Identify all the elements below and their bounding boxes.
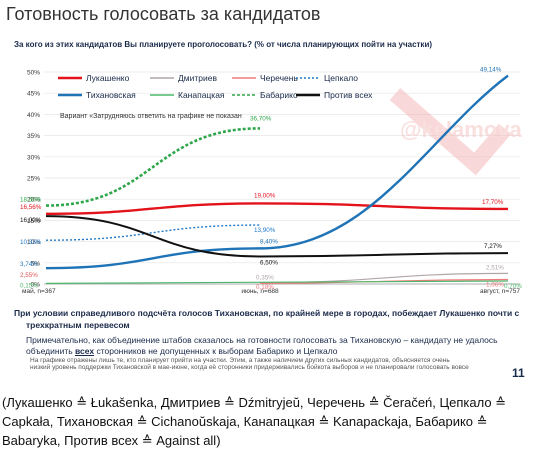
chart-legend: Лукашенко Дмитриев Черечень Цепкало Тихановс…: [58, 73, 373, 100]
data-label-dmitriev: 2,51%: [486, 264, 504, 271]
data-label-tsepkalo: 13,90%: [254, 227, 276, 234]
line-chart: 0% 5% 10% 15% 20% 25% 30% 35% 40% 45% 50% май, n=3…: [20, 67, 523, 295]
presentation-slide: За кого из этих кандидатов Вы планируете…: [0, 34, 539, 389]
note-line-2: объединить всех сторонников не допущенны…: [26, 346, 338, 356]
variant-note: Вариант «Затрудняюсь ответить на графике…: [60, 113, 242, 120]
series-line-kanapatskaya: [45, 280, 509, 284]
data-label-lukashenko: 19,00%: [254, 192, 276, 199]
y-tick-label: 40%: [27, 112, 40, 119]
y-tick-label: 45%: [27, 91, 40, 98]
data-label-babariko: 36,70%: [250, 115, 272, 122]
data-label-lukashenko: 16,56%: [20, 204, 42, 211]
page-title: Готовность голосовать за кандидатов: [6, 4, 321, 24]
series-line-tsepkalo: [45, 224, 261, 241]
headline-line-2: трехкратным перевесом: [26, 320, 130, 330]
x-axis: май, n=367 июнь, n=688 август, n=757: [22, 287, 520, 295]
series-line-babariko: [45, 127, 261, 207]
data-label-kanapatskaya: 0,70%: [504, 283, 522, 290]
y-tick-label: 35%: [27, 133, 40, 140]
watermark-text: @kelamova: [400, 117, 523, 142]
data-label-lukashenko: 17,70%: [482, 199, 504, 206]
legend-label-kanapatskaya: Канапацкая: [178, 90, 225, 100]
note-line-2-post: сторонников не допущенных к выборам Баба…: [94, 346, 338, 356]
data-label-against: 6,50%: [260, 259, 278, 266]
data-label-tikhanovskaya: 49,14%: [480, 67, 502, 74]
data-label-tsepkalo: 10,33%: [20, 239, 42, 246]
series-line-lukashenko: [45, 202, 509, 215]
legend-label-against: Против всех: [324, 90, 373, 100]
y-tick-label: 0%: [31, 282, 41, 289]
data-label-against: 7,27%: [484, 243, 502, 250]
legend-label-dmitriev: Дмитриев: [178, 73, 217, 83]
y-tick-label: 30%: [27, 154, 40, 161]
y-tick-label: 5%: [31, 260, 41, 267]
legend-label-cherechen: Черечень: [260, 73, 298, 83]
page-number: 11: [512, 366, 525, 380]
footnote: На графике отражены лишь те, кто планиру…: [30, 357, 469, 371]
series-line-against: [45, 215, 509, 258]
legend-label-lukashenko: Лукашенко: [86, 73, 130, 83]
chart-question: За кого из этих кандидатов Вы планируете…: [14, 40, 433, 49]
chart-grid: [44, 71, 520, 285]
x-tick-label: август, n=757: [480, 288, 520, 295]
y-tick-label: 25%: [27, 176, 40, 183]
data-label-extra: 2,55%: [20, 272, 38, 279]
x-tick-label: май, n=367: [22, 287, 56, 295]
data-label-tikhanovskaya: 3,74%: [20, 261, 38, 268]
note-line-2-underlined: всех: [75, 346, 95, 356]
data-label-dmitriev: 0,35%: [256, 275, 274, 282]
note-line-1: Примечательно, как объединение штабов ск…: [26, 335, 498, 345]
data-labels: 16,56% 19,00% 17,70% 0,35% 2,51% 0,18% 1,06% 10…: [20, 67, 522, 292]
legend-label-babariko: Бабарико: [260, 90, 298, 100]
series-line-tikhanovskaya: [45, 74, 509, 270]
data-label-kanapatskaya: 0,15%: [20, 282, 38, 289]
image-caption: (Лукашенко ≙ Łukašenka, Дмитриев ≙ Dźmit…: [2, 395, 507, 448]
y-tick-label: 20%: [27, 197, 40, 204]
watermark: @kelamova: [389, 87, 523, 176]
data-label-cherechen: 0,18%: [256, 284, 274, 291]
x-tick-label: июнь, n=688: [241, 288, 279, 295]
series-lines: [45, 74, 509, 284]
y-tick-label: 50%: [27, 70, 40, 77]
y-axis: 0% 5% 10% 15% 20% 25% 30% 35% 40% 45% 50%: [27, 70, 520, 289]
data-label-against: 16,00%: [20, 217, 42, 224]
note-line-2-pre: объединить: [26, 346, 75, 356]
legend-label-tsepkalo: Цепкало: [324, 73, 358, 83]
y-tick-label: 15%: [27, 218, 40, 225]
data-label-tikhanovskaya: 8,40%: [260, 238, 278, 245]
y-tick-label: 10%: [27, 239, 40, 246]
legend-label-tikhanovskaya: Тихановская: [86, 90, 136, 100]
data-label-babariko: 18,50%: [20, 197, 42, 204]
data-label-cherechen: 1,06%: [486, 282, 504, 289]
headline-line-1: При условии справедливого подсчёта голос…: [14, 308, 520, 318]
